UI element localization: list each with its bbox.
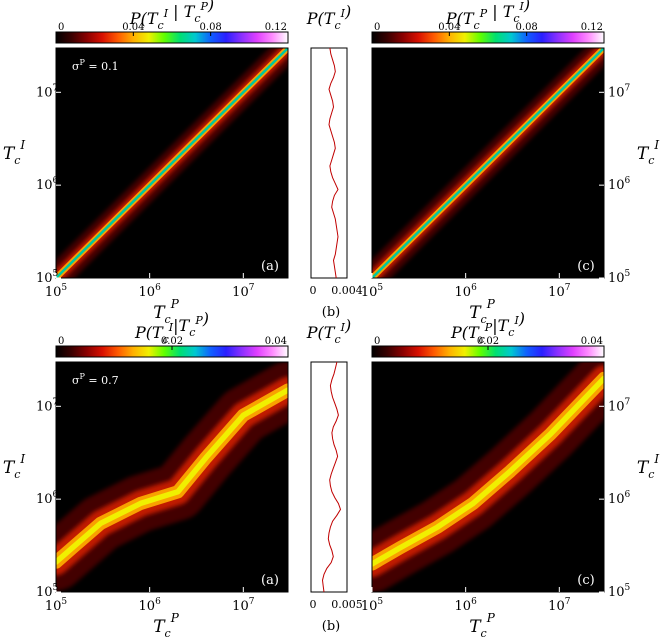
colorbar-tick-label: 0.12 bbox=[265, 22, 287, 33]
density-peak bbox=[56, 48, 288, 278]
x-tick-label: 0 bbox=[310, 598, 317, 611]
x-tick-label: 0 bbox=[310, 284, 317, 297]
colorbar-tick-label: 0.08 bbox=[200, 22, 222, 33]
x-tick-label: 106 bbox=[455, 283, 478, 300]
x-tick-label: 0.005 bbox=[331, 598, 363, 611]
y-axis-label: TcI bbox=[3, 452, 26, 481]
y-tick-label: 107 bbox=[36, 83, 59, 100]
colorbar-tick-label: 0.04 bbox=[122, 22, 144, 33]
y-tick-label: 106 bbox=[608, 490, 631, 507]
profile-line bbox=[321, 361, 342, 593]
profile-bottom-middle: P(TcI) 0 0.005 (b) bbox=[306, 316, 363, 634]
density-layer bbox=[56, 362, 288, 591]
colorbar-tick-label: 0.02 bbox=[161, 336, 183, 347]
density-peak bbox=[372, 375, 604, 567]
sigma-annotation: σP = 0.1 bbox=[72, 58, 119, 73]
x-axis-label: TcP bbox=[469, 611, 496, 640]
chart-title: P(TcI|TcP) bbox=[134, 309, 209, 346]
y-axis-label: TcI bbox=[637, 452, 660, 481]
plot-frame bbox=[371, 361, 605, 593]
x-tick-label: 105 bbox=[45, 597, 68, 614]
y-tick-label: 106 bbox=[36, 490, 59, 507]
density-layer bbox=[372, 362, 604, 592]
panel-label: (c) bbox=[577, 573, 594, 588]
y-tick-label: 106 bbox=[608, 176, 631, 193]
x-tick-label: 107 bbox=[232, 283, 255, 300]
plot-frame bbox=[310, 47, 348, 279]
profile-line bbox=[328, 47, 339, 279]
x-tick-label: 106 bbox=[455, 597, 478, 614]
colorbar-tick-label: 0.02 bbox=[477, 336, 499, 347]
x-tick-label: 105 bbox=[45, 283, 68, 300]
colorbar-tick-label: 0.04 bbox=[438, 22, 460, 33]
y-axis-label: TcI bbox=[3, 138, 26, 167]
colorbar-tick-label: 0 bbox=[374, 22, 380, 33]
x-axis-label: TcP bbox=[153, 297, 180, 326]
heatmap-bottom-right: P(TcP|TcI) 0 0.02 0.04 105 106 107 105 106 107 TcP… bbox=[361, 309, 660, 640]
heatmap-bottom-left: P(TcI|TcP) 0 0.02 0.04 105 106 107 105 106 107 TcP… bbox=[3, 309, 289, 640]
colorbar bbox=[371, 31, 605, 44]
colorbar-tick-label: 0 bbox=[374, 336, 380, 347]
x-axis-label: TcP bbox=[153, 611, 180, 640]
plot-frame bbox=[55, 47, 289, 279]
x-tick-label: 107 bbox=[548, 597, 571, 614]
y-tick-label: 105 bbox=[36, 269, 59, 286]
density-peak bbox=[56, 387, 288, 565]
y-axis-label: TcI bbox=[637, 138, 660, 167]
heatmap-top-left: P(TcI | TcP) 0 0.04 0.08 0.12 105 106 107 105 106… bbox=[3, 0, 289, 326]
plot-frame bbox=[371, 47, 605, 279]
density-peak bbox=[372, 48, 604, 278]
colorbar-tick-label: 0.04 bbox=[581, 336, 603, 347]
y-tick-label: 105 bbox=[608, 583, 631, 600]
plot-frame bbox=[310, 361, 348, 593]
y-tick-label: 107 bbox=[36, 397, 59, 414]
panel-label: (b) bbox=[322, 619, 340, 634]
y-tick-label: 107 bbox=[608, 83, 631, 100]
colorbar bbox=[55, 31, 289, 44]
sigma-annotation: σP = 0.7 bbox=[72, 372, 119, 387]
y-tick-label: 107 bbox=[608, 397, 631, 414]
heatmap-top-right: P(TcP | TcI) 0 0.04 0.08 0.12 105 106 107 105 106… bbox=[361, 0, 660, 326]
density-layer bbox=[56, 48, 288, 278]
x-tick-label: 105 bbox=[361, 283, 384, 300]
x-tick-label: 106 bbox=[139, 597, 162, 614]
y-tick-label: 105 bbox=[36, 583, 59, 600]
x-axis-label: TcP bbox=[469, 297, 496, 326]
chart-title: P(TcI) bbox=[306, 2, 351, 32]
colorbar-tick-label: 0.12 bbox=[581, 22, 603, 33]
profile-top-middle: P(TcI) 0 0.004 (b) bbox=[306, 2, 363, 320]
y-tick-label: 105 bbox=[608, 269, 631, 286]
panel-label: (c) bbox=[577, 259, 594, 274]
chart-title: P(TcP|TcI) bbox=[450, 309, 525, 346]
x-tick-label: 105 bbox=[361, 597, 384, 614]
x-tick-label: 0.004 bbox=[331, 284, 363, 297]
density-layer bbox=[372, 48, 604, 278]
chart-title: P(TcI | TcP) bbox=[129, 0, 214, 32]
colorbar-tick-label: 0.04 bbox=[265, 336, 287, 347]
chart-title: P(TcI) bbox=[306, 316, 351, 346]
panel-label: (a) bbox=[261, 259, 279, 274]
x-tick-label: 106 bbox=[139, 283, 162, 300]
colorbar-tick-label: 0 bbox=[58, 22, 64, 33]
x-tick-label: 107 bbox=[548, 283, 571, 300]
chart-title: P(TcP | TcI) bbox=[445, 0, 530, 32]
plot-frame bbox=[55, 361, 289, 593]
colorbar-tick-label: 0 bbox=[58, 336, 64, 347]
panel-label: (a) bbox=[261, 573, 279, 588]
colorbar-tick-label: 0.08 bbox=[516, 22, 538, 33]
x-tick-label: 107 bbox=[232, 597, 255, 614]
y-tick-label: 106 bbox=[36, 176, 59, 193]
panel-label: (b) bbox=[322, 305, 340, 320]
